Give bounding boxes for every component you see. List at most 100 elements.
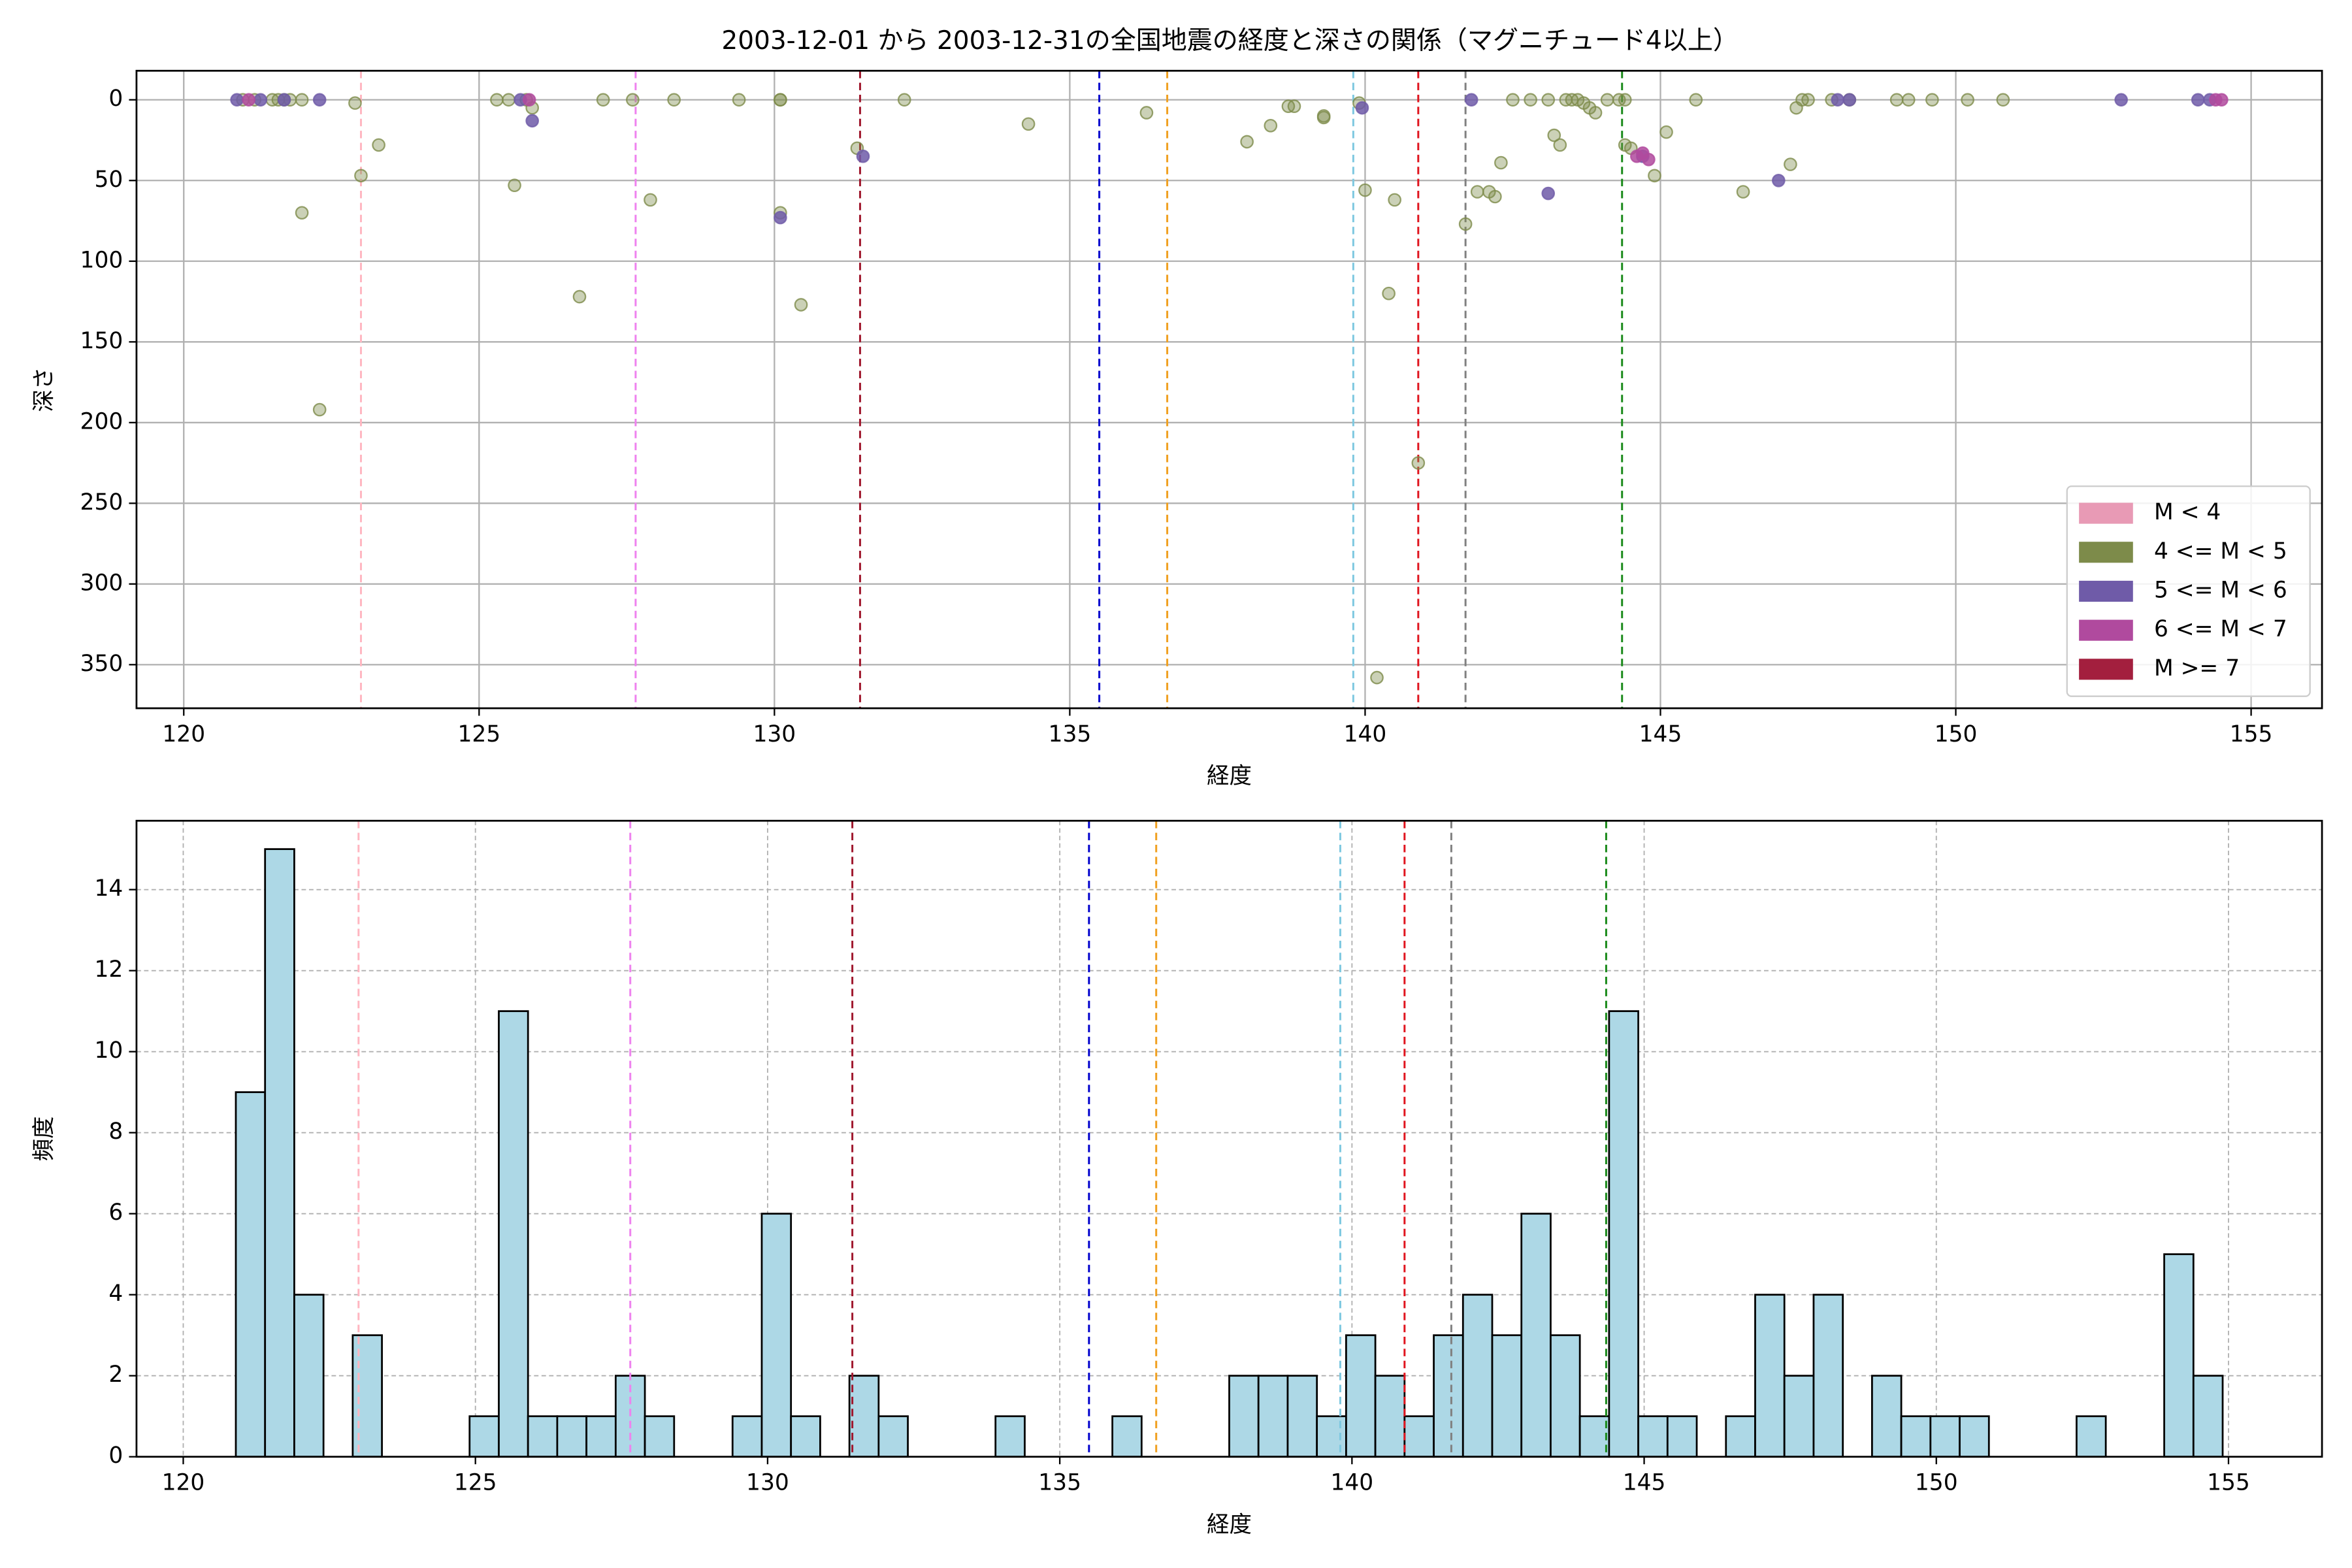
y-tick-label: 50 bbox=[94, 167, 123, 193]
scatter-point bbox=[1541, 186, 1556, 201]
scatter-point bbox=[732, 93, 746, 107]
histogram-bar bbox=[351, 1334, 383, 1458]
scatter-point bbox=[312, 93, 327, 107]
x-tick-label: 140 bbox=[1330, 1470, 1373, 1496]
scatter-point bbox=[1470, 185, 1484, 199]
legend-label: M >= 7 bbox=[2154, 655, 2240, 681]
scatter-point bbox=[1411, 456, 1426, 470]
scatter-point bbox=[1382, 286, 1396, 301]
y-tick-label: 2 bbox=[108, 1362, 123, 1388]
histogram-bar bbox=[2192, 1375, 2224, 1458]
legend-label: M < 4 bbox=[2154, 499, 2221, 525]
scatter-point bbox=[502, 93, 515, 107]
scatter-point bbox=[1458, 217, 1473, 231]
histogram-bar bbox=[468, 1415, 500, 1458]
scatter-point bbox=[774, 93, 787, 107]
legend-label: 4 <= M < 5 bbox=[2154, 538, 2287, 564]
legend-swatch bbox=[2079, 619, 2133, 641]
scatter-point bbox=[1541, 93, 1556, 107]
x-tick-label: 135 bbox=[1038, 1470, 1081, 1496]
x-axis-label: 経度 bbox=[1207, 1512, 1252, 1538]
y-axis-label: 深さ bbox=[31, 367, 57, 412]
x-tick-label: 150 bbox=[1935, 721, 1978, 747]
scatter-point bbox=[508, 178, 521, 193]
histogram-bar bbox=[1403, 1415, 1435, 1458]
scatter-point bbox=[572, 289, 587, 304]
scatter-point bbox=[1370, 670, 1384, 685]
histogram-bar bbox=[644, 1415, 676, 1458]
histogram-bar bbox=[264, 848, 295, 1458]
scatter-point bbox=[295, 93, 309, 107]
scatter-point bbox=[490, 93, 504, 107]
scatter-point bbox=[1648, 169, 1661, 183]
histogram-bar bbox=[293, 1294, 325, 1458]
legend-swatch bbox=[2079, 502, 2133, 524]
histogram-bar bbox=[2076, 1415, 2107, 1458]
legend-label: 5 <= M < 6 bbox=[2154, 577, 2287, 603]
scatter-point bbox=[1784, 157, 1797, 171]
x-tick-label: 140 bbox=[1344, 721, 1387, 747]
histogram-bar bbox=[1345, 1334, 1377, 1458]
scatter-point bbox=[1553, 138, 1567, 152]
legend-label: 6 <= M < 7 bbox=[2154, 616, 2287, 642]
histogram-bar bbox=[1929, 1415, 1961, 1458]
histogram-bar bbox=[1608, 1010, 1639, 1458]
plot-frame bbox=[135, 819, 2323, 1458]
legend-swatch bbox=[2079, 542, 2133, 563]
scatter-point bbox=[1771, 173, 1786, 188]
x-tick-label: 155 bbox=[2230, 721, 2273, 747]
scatter-point bbox=[1547, 128, 1561, 142]
y-tick-label: 6 bbox=[108, 1200, 123, 1226]
scatter-point bbox=[253, 93, 268, 107]
histogram-bar bbox=[1433, 1334, 1464, 1458]
histogram-bar bbox=[1111, 1415, 1143, 1458]
histogram-bar bbox=[1666, 1415, 1698, 1458]
histogram-bar bbox=[1550, 1334, 1581, 1458]
scatter-point bbox=[1618, 93, 1632, 107]
histogram-bar bbox=[1870, 1375, 1903, 1458]
scatter-point bbox=[644, 193, 657, 207]
scatter-point bbox=[1736, 185, 1750, 199]
scatter-point bbox=[1961, 93, 1974, 107]
y-tick-label: 0 bbox=[108, 86, 123, 112]
x-tick-label: 135 bbox=[1049, 721, 1092, 747]
x-axis-label: 経度 bbox=[1207, 763, 1252, 789]
scatter-point bbox=[2191, 93, 2205, 107]
histogram-bar bbox=[1578, 1415, 1610, 1458]
scatter-point bbox=[1506, 93, 1520, 107]
scatter-point bbox=[1388, 193, 1401, 207]
legend-swatch bbox=[2079, 580, 2133, 602]
scatter-point bbox=[372, 138, 385, 152]
scatter-point bbox=[354, 169, 368, 183]
histogram-bar bbox=[1520, 1213, 1552, 1458]
scatter-point bbox=[897, 93, 911, 107]
scatter-point bbox=[1689, 93, 1703, 107]
y-tick-label: 350 bbox=[80, 651, 123, 677]
y-tick-label: 0 bbox=[108, 1443, 123, 1469]
scatter-point bbox=[1316, 110, 1331, 125]
scatter-point bbox=[1901, 93, 1916, 107]
y-axis-label: 頻度 bbox=[31, 1117, 57, 1162]
scatter-point bbox=[1139, 106, 1154, 120]
histogram-bar bbox=[790, 1415, 821, 1458]
scatter-point bbox=[522, 93, 536, 107]
scatter-point bbox=[774, 210, 787, 225]
histogram-bar bbox=[1812, 1294, 1844, 1458]
scatter-point bbox=[856, 149, 870, 163]
x-tick-label: 155 bbox=[2207, 1470, 2250, 1496]
x-tick-label: 125 bbox=[457, 721, 500, 747]
legend-swatch bbox=[2079, 659, 2133, 680]
chart-title: 2003-12-01 から 2003-12-31の全国地震の経度と深さの関係（マ… bbox=[721, 26, 1739, 56]
scatter-point bbox=[1889, 93, 1904, 107]
histogram-bar bbox=[235, 1091, 267, 1458]
scatter-point bbox=[1842, 93, 1857, 107]
scatter-point bbox=[525, 114, 540, 128]
scatter-point bbox=[1358, 183, 1372, 197]
scatter-point bbox=[312, 402, 327, 417]
y-tick-label: 10 bbox=[94, 1037, 123, 1064]
scatter-point bbox=[2215, 93, 2229, 107]
scatter-point bbox=[596, 93, 610, 107]
